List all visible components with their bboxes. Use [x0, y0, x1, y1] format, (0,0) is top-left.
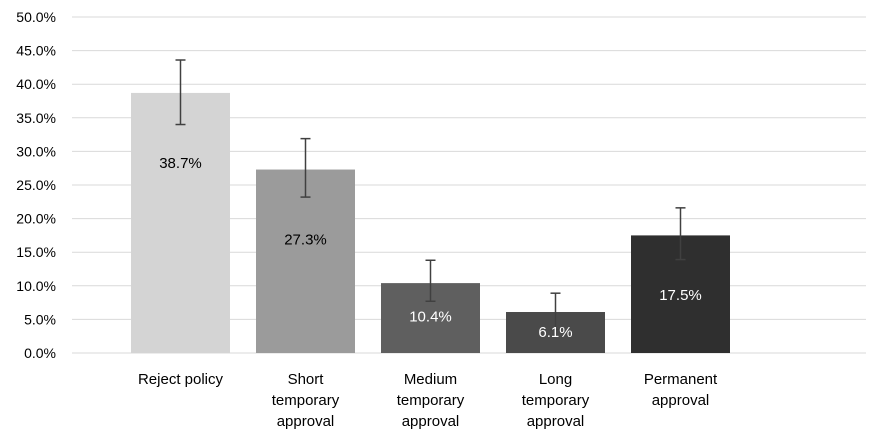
category-label: Long temporary approval [522, 371, 590, 430]
data-label: 10.4% [409, 309, 452, 326]
y-tick-label: 20.0% [16, 211, 56, 227]
data-label: 38.7% [159, 155, 202, 172]
y-tick-label: 5.0% [24, 311, 56, 327]
category-label: Short temporary approval [272, 371, 340, 430]
error-bars [175, 59, 686, 331]
data-label: 6.1% [538, 324, 572, 341]
data-label: 17.5% [659, 287, 702, 304]
category-label-line: Short [288, 371, 325, 388]
y-tick-label: 0.0% [24, 345, 56, 361]
bar [256, 169, 355, 353]
category-label-line: temporary [397, 392, 465, 409]
category-labels: Reject policy Short temporary approvalMediu… [138, 371, 718, 430]
bars [131, 92, 730, 353]
y-tick-label: 45.0% [16, 43, 56, 59]
y-tick-label: 25.0% [16, 177, 56, 193]
category-label-line: Reject policy [138, 371, 224, 388]
data-labels: 38.7% 27.3% 10.4% 6.1% 17.5% [159, 155, 702, 341]
category-label: Permanent approval [644, 371, 718, 409]
category-label-line: Medium [404, 371, 457, 388]
category-label-line: temporary [522, 392, 590, 409]
category-label-line: Long [539, 371, 572, 388]
category-label-line: approval [527, 413, 585, 430]
data-label: 27.3% [284, 232, 327, 249]
bar [131, 92, 230, 353]
error-bar [300, 137, 311, 198]
y-tick-label: 35.0% [16, 110, 56, 126]
error-bar [675, 207, 686, 261]
category-label-line: approval [652, 392, 710, 409]
y-tick-label: 50.0% [16, 9, 56, 25]
y-tick-label: 30.0% [16, 143, 56, 159]
y-tick-label: 40.0% [16, 76, 56, 92]
category-label-line: approval [277, 413, 335, 430]
category-label-line: Permanent [644, 371, 718, 388]
category-label: Medium temporary approval [397, 371, 465, 430]
error-bar [425, 259, 436, 303]
category-label-line: approval [402, 413, 460, 430]
category-label: Reject policy [138, 371, 224, 388]
category-label-line: temporary [272, 392, 340, 409]
error-bar [550, 292, 561, 331]
y-tick-label: 15.0% [16, 244, 56, 260]
error-bar [175, 59, 186, 126]
y-tick-label: 10.0% [16, 278, 56, 294]
y-axis-tick-labels: 0.0% 5.0% 10.0% 15.0% 20.0% 25.0% 30.0% 35.0% 40… [16, 9, 56, 361]
